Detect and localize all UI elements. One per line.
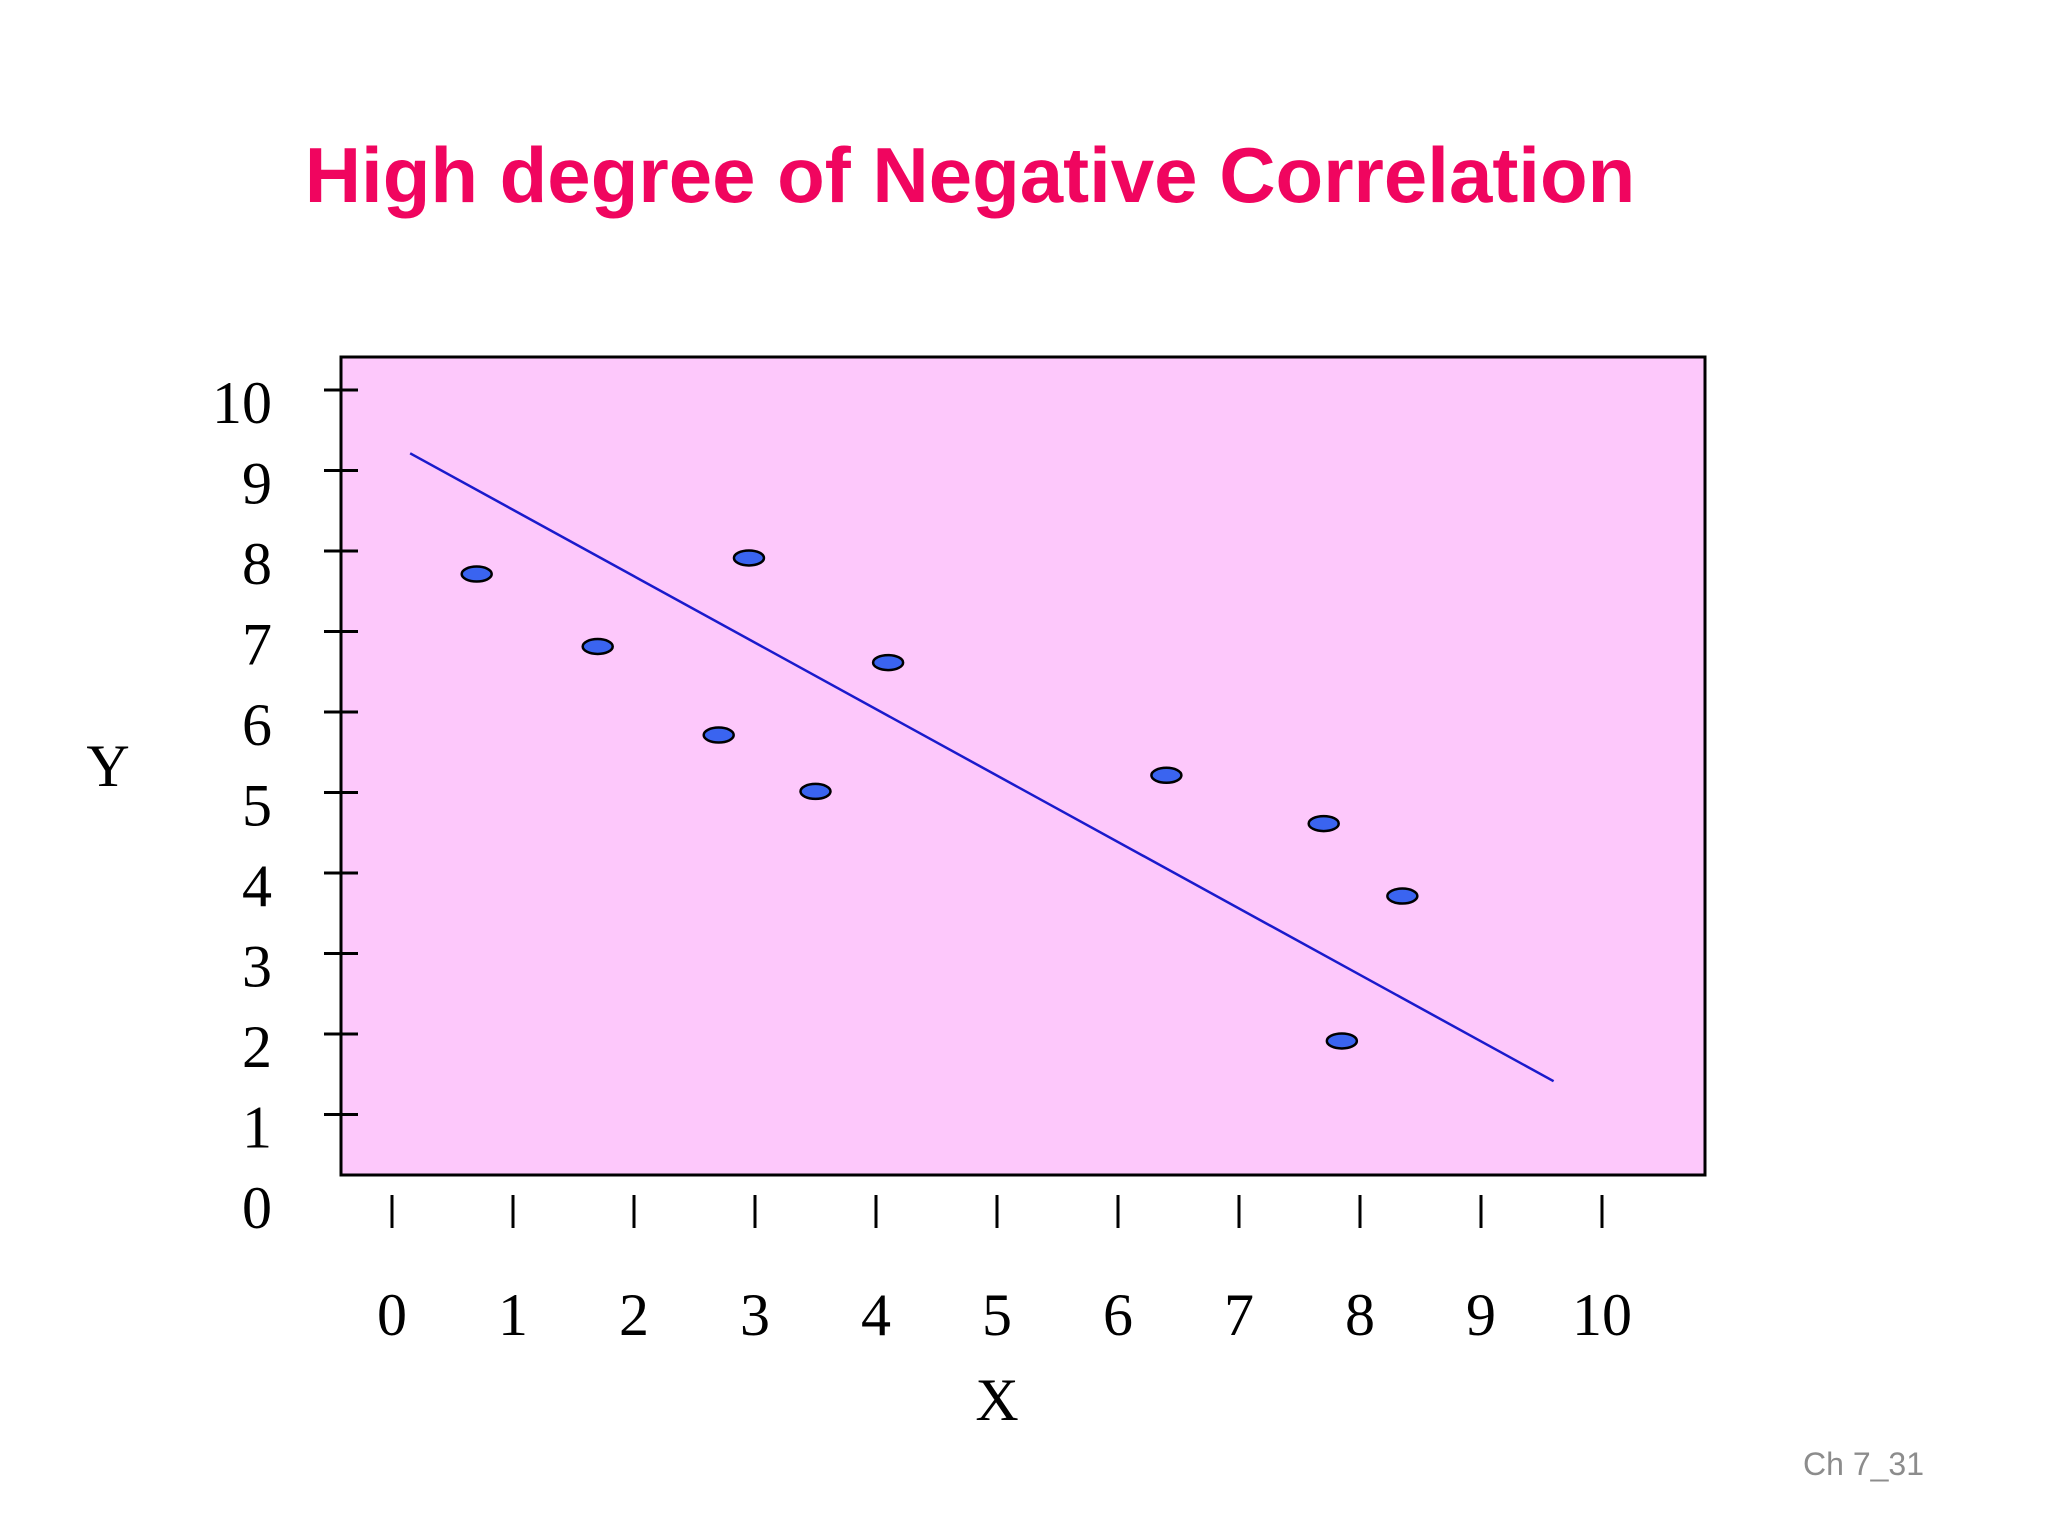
x-tick-label: 1 — [498, 1282, 528, 1348]
trend-line — [409, 452, 1555, 1083]
x-axis-ticks: 0 1 2 3 4 5 6 7 8 9 10 — [377, 1195, 1632, 1348]
y-axis-label: Y — [86, 733, 129, 799]
slide-title: High degree of Negative Correlation — [304, 131, 1636, 219]
y-tick-label: 0 — [242, 1175, 272, 1241]
slide-number: Ch 7_31 — [1803, 1446, 1924, 1482]
data-point — [702, 726, 735, 744]
y-tick-label: 6 — [242, 692, 272, 758]
x-tick-label: 10 — [1572, 1282, 1632, 1348]
data-points — [460, 549, 1419, 1050]
x-tick-label: 8 — [1345, 1282, 1375, 1348]
data-point — [460, 565, 493, 583]
x-tick-label: 0 — [377, 1282, 407, 1348]
y-tick-label: 1 — [242, 1094, 272, 1160]
x-tick-label: 6 — [1103, 1282, 1133, 1348]
x-tick-label: 7 — [1224, 1282, 1254, 1348]
y-tick-label: 7 — [242, 611, 272, 677]
x-axis-label: X — [975, 1367, 1018, 1433]
data-point — [1325, 1032, 1359, 1050]
y-axis-ticks: 0 1 2 3 4 5 6 7 8 9 10 — [212, 370, 358, 1241]
data-point — [799, 782, 832, 801]
x-tick-label: 3 — [740, 1282, 770, 1348]
data-point — [871, 653, 905, 672]
x-tick-label: 5 — [982, 1282, 1012, 1348]
data-point — [581, 637, 614, 656]
data-point — [1150, 766, 1183, 785]
data-point — [732, 549, 766, 567]
y-tick-label: 4 — [242, 853, 272, 919]
y-tick-label: 8 — [242, 531, 272, 597]
y-tick-label: 5 — [242, 772, 272, 838]
x-tick-label: 4 — [861, 1282, 891, 1348]
x-tick-label: 2 — [619, 1282, 649, 1348]
data-point — [1386, 887, 1419, 905]
y-tick-label: 10 — [212, 370, 272, 436]
y-tick-label: 2 — [242, 1014, 272, 1080]
y-tick-label: 9 — [242, 450, 272, 516]
data-point — [1307, 814, 1340, 833]
x-tick-label: 9 — [1466, 1282, 1496, 1348]
y-tick-label: 3 — [242, 933, 272, 999]
